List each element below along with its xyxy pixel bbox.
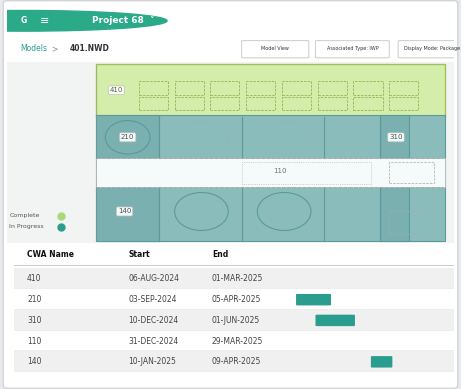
FancyBboxPatch shape <box>296 294 331 305</box>
Bar <box>14 289 454 309</box>
Text: ⚲: ⚲ <box>437 16 444 26</box>
Bar <box>318 81 347 95</box>
Text: Model View: Model View <box>261 46 289 51</box>
Text: 10-DEC-2024: 10-DEC-2024 <box>128 316 178 325</box>
Text: 09-APR-2025: 09-APR-2025 <box>212 357 261 366</box>
Text: 210: 210 <box>121 134 134 140</box>
Text: 110: 110 <box>273 168 286 174</box>
Bar <box>246 96 275 110</box>
Text: 310: 310 <box>389 134 403 140</box>
Bar <box>389 81 418 95</box>
FancyBboxPatch shape <box>398 40 461 58</box>
Bar <box>210 81 239 95</box>
Bar <box>282 81 311 95</box>
Bar <box>380 115 409 158</box>
Text: 29-MAR-2025: 29-MAR-2025 <box>212 336 263 345</box>
Bar <box>14 351 454 371</box>
Text: 31-DEC-2024: 31-DEC-2024 <box>128 336 178 345</box>
Text: 410: 410 <box>110 87 123 93</box>
Text: ⏱: ⏱ <box>416 16 421 25</box>
Bar <box>96 115 159 158</box>
Text: 140: 140 <box>27 357 41 366</box>
Bar <box>354 96 383 110</box>
Text: Associated Type: IWP: Associated Type: IWP <box>326 46 378 51</box>
Text: Display Mode: Package Builder: Display Mode: Package Builder <box>404 46 461 51</box>
FancyBboxPatch shape <box>9 244 459 385</box>
Text: 310: 310 <box>27 316 41 325</box>
Bar <box>246 81 275 95</box>
FancyBboxPatch shape <box>242 40 309 58</box>
Text: >: > <box>52 44 58 53</box>
Bar <box>210 96 239 110</box>
Text: 10-JAN-2025: 10-JAN-2025 <box>128 357 176 366</box>
Bar <box>175 96 204 110</box>
FancyBboxPatch shape <box>315 40 389 58</box>
Bar <box>389 96 418 110</box>
Text: Complete: Complete <box>9 214 40 219</box>
Text: Project 68  ˅: Project 68 ˅ <box>92 16 154 25</box>
Bar <box>175 81 204 95</box>
Text: 03-SEP-2024: 03-SEP-2024 <box>128 295 177 304</box>
Bar <box>96 115 445 241</box>
Bar <box>96 158 445 187</box>
Bar <box>354 81 383 95</box>
Text: 110: 110 <box>27 336 41 345</box>
Bar <box>242 162 372 184</box>
Bar <box>389 162 434 184</box>
Text: 06-AUG-2024: 06-AUG-2024 <box>128 274 179 284</box>
Bar <box>139 96 168 110</box>
Bar <box>380 187 409 241</box>
Text: CWA Name: CWA Name <box>27 250 74 259</box>
Text: 05-APR-2025: 05-APR-2025 <box>212 295 261 304</box>
Bar <box>14 310 454 329</box>
Text: ≔: ≔ <box>388 16 399 26</box>
Text: 210: 210 <box>27 295 41 304</box>
Bar <box>14 330 454 350</box>
Bar <box>282 96 311 110</box>
Text: Models: Models <box>20 44 47 53</box>
Bar <box>96 64 445 117</box>
Bar <box>318 96 347 110</box>
Text: In Progress: In Progress <box>9 224 44 230</box>
FancyBboxPatch shape <box>315 315 355 326</box>
FancyBboxPatch shape <box>371 356 392 368</box>
Text: 140: 140 <box>118 209 131 214</box>
Text: End: End <box>212 250 228 259</box>
Text: 410: 410 <box>27 274 41 284</box>
Text: ≡: ≡ <box>40 16 50 26</box>
Text: ⌕: ⌕ <box>227 14 234 27</box>
Circle shape <box>0 11 167 31</box>
Text: Start: Start <box>128 250 150 259</box>
Text: G: G <box>21 16 27 25</box>
Bar <box>96 187 159 241</box>
Text: 401.NWD: 401.NWD <box>70 44 109 53</box>
Text: 01-JUN-2025: 01-JUN-2025 <box>212 316 260 325</box>
Text: 01-MAR-2025: 01-MAR-2025 <box>212 274 263 284</box>
Bar <box>389 210 434 234</box>
Bar <box>14 268 454 288</box>
Bar <box>139 81 168 95</box>
